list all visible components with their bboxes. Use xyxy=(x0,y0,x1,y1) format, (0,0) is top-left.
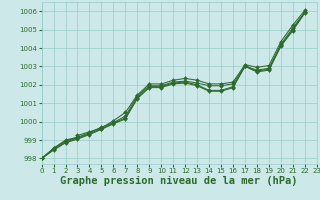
X-axis label: Graphe pression niveau de la mer (hPa): Graphe pression niveau de la mer (hPa) xyxy=(60,176,298,186)
